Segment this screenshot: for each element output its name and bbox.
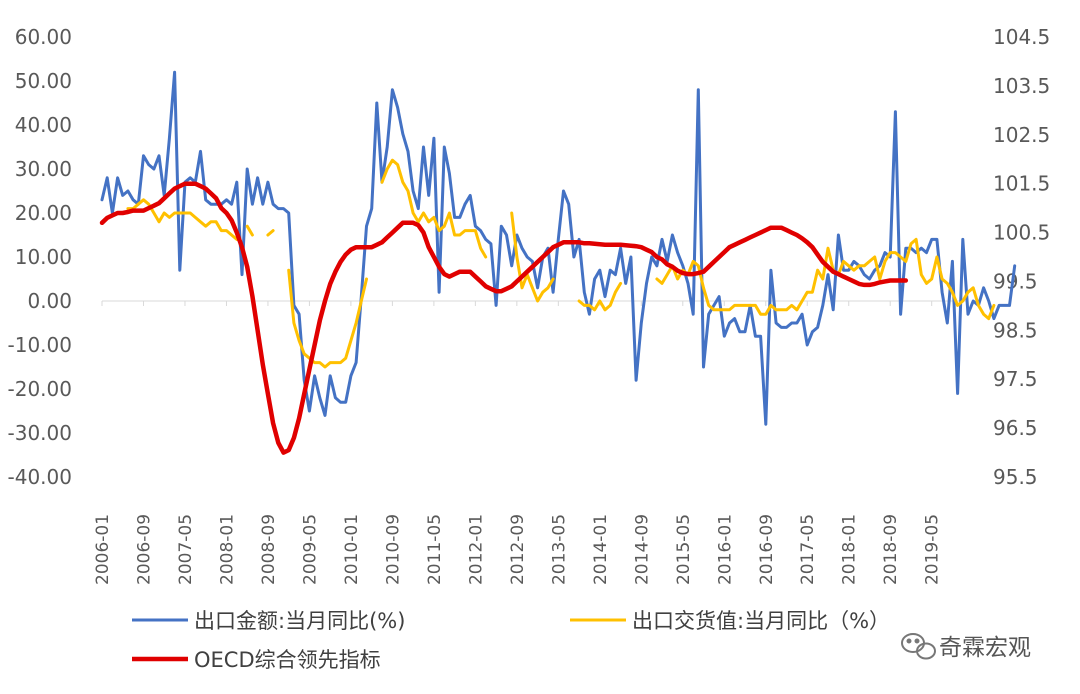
x-tick-label: 2008-09	[259, 514, 279, 585]
x-tick-label: 2011-05	[425, 514, 445, 585]
series-line-3	[99, 181, 909, 455]
x-tick-label: 2014-01	[591, 514, 611, 585]
series-line-2	[126, 158, 996, 369]
x-tick-label: 2007-05	[176, 514, 196, 585]
right-tick-label: 96.5	[993, 416, 1038, 440]
left-tick-label: 40.00	[15, 113, 72, 137]
right-tick-label: 95.5	[993, 465, 1038, 489]
left-tick-label: 20.00	[15, 201, 72, 225]
left-tick-label: -20.00	[8, 377, 72, 401]
x-tick-label: 2010-01	[342, 514, 362, 585]
x-tick-label: 2018-09	[881, 514, 901, 585]
series-layer	[99, 70, 1017, 455]
right-tick-label: 103.5	[993, 74, 1050, 98]
x-tick-label: 2018-01	[840, 514, 860, 585]
x-tick-label: 2006-09	[134, 514, 154, 585]
x-tick-label: 2017-05	[798, 514, 818, 585]
x-tick-label: 2012-09	[508, 514, 528, 585]
legend-label-1: 出口金额:当月同比(%)	[194, 609, 405, 633]
right-tick-label: 104.5	[993, 25, 1050, 49]
left-tick-label: 30.00	[15, 157, 72, 181]
x-tick-label: 2015-05	[674, 514, 694, 585]
left-tick-label: -30.00	[8, 421, 72, 445]
x-tick-label: 2019-05	[923, 514, 943, 585]
right-tick-label: 97.5	[993, 367, 1038, 391]
x-tick-label: 2010-09	[383, 514, 403, 585]
series-line-1	[100, 70, 1017, 426]
left-tick-label: -40.00	[8, 465, 72, 489]
right-axis-ticks: 104.5 103.5 102.5 101.5 100.5 99.5 98.5 97.5 96.…	[993, 25, 1050, 489]
x-tick-label: 2012-01	[466, 514, 486, 585]
left-tick-label: 50.00	[15, 69, 72, 93]
right-tick-label: 102.5	[993, 123, 1050, 147]
x-tick-label: 2006-01	[93, 514, 113, 585]
x-tick-label: 2016-01	[715, 514, 735, 585]
x-tick-label: 2008-01	[217, 514, 237, 585]
left-axis-ticks: 60.00 50.00 40.00 30.00 20.00 10.00 0.00 -10.00…	[8, 25, 72, 489]
x-tick-label: 2016-09	[757, 514, 777, 585]
legend-label-2: 出口交货值:当月同比（%）	[632, 609, 890, 633]
left-tick-label: 10.00	[15, 245, 72, 269]
watermark: 奇霖宏观	[901, 633, 1031, 661]
left-tick-label: 60.00	[15, 25, 72, 49]
left-tick-label: 0.00	[27, 289, 72, 313]
left-tick-label: -10.00	[8, 333, 72, 357]
x-axis-ticks: 2006-01 2006-09 2007-05 2008-01 2008-09 2009-…	[93, 514, 943, 585]
right-tick-label: 101.5	[993, 172, 1050, 196]
right-tick-label: 100.5	[993, 221, 1050, 245]
x-tick-label: 2009-05	[300, 514, 320, 585]
wechat-icon	[901, 633, 936, 660]
x-tick-label: 2014-09	[632, 514, 652, 585]
right-tick-label: 99.5	[993, 269, 1038, 293]
right-tick-label: 98.5	[993, 318, 1038, 342]
watermark-text: 奇霖宏观	[939, 635, 1031, 661]
x-tick-label: 2013-05	[549, 514, 569, 585]
legend: 出口金额:当月同比(%) 出口交货值:当月同比（%） OECD综合领先指标	[132, 609, 890, 672]
legend-label-3: OECD综合领先指标	[194, 648, 381, 672]
zero-axis-line	[101, 300, 968, 306]
